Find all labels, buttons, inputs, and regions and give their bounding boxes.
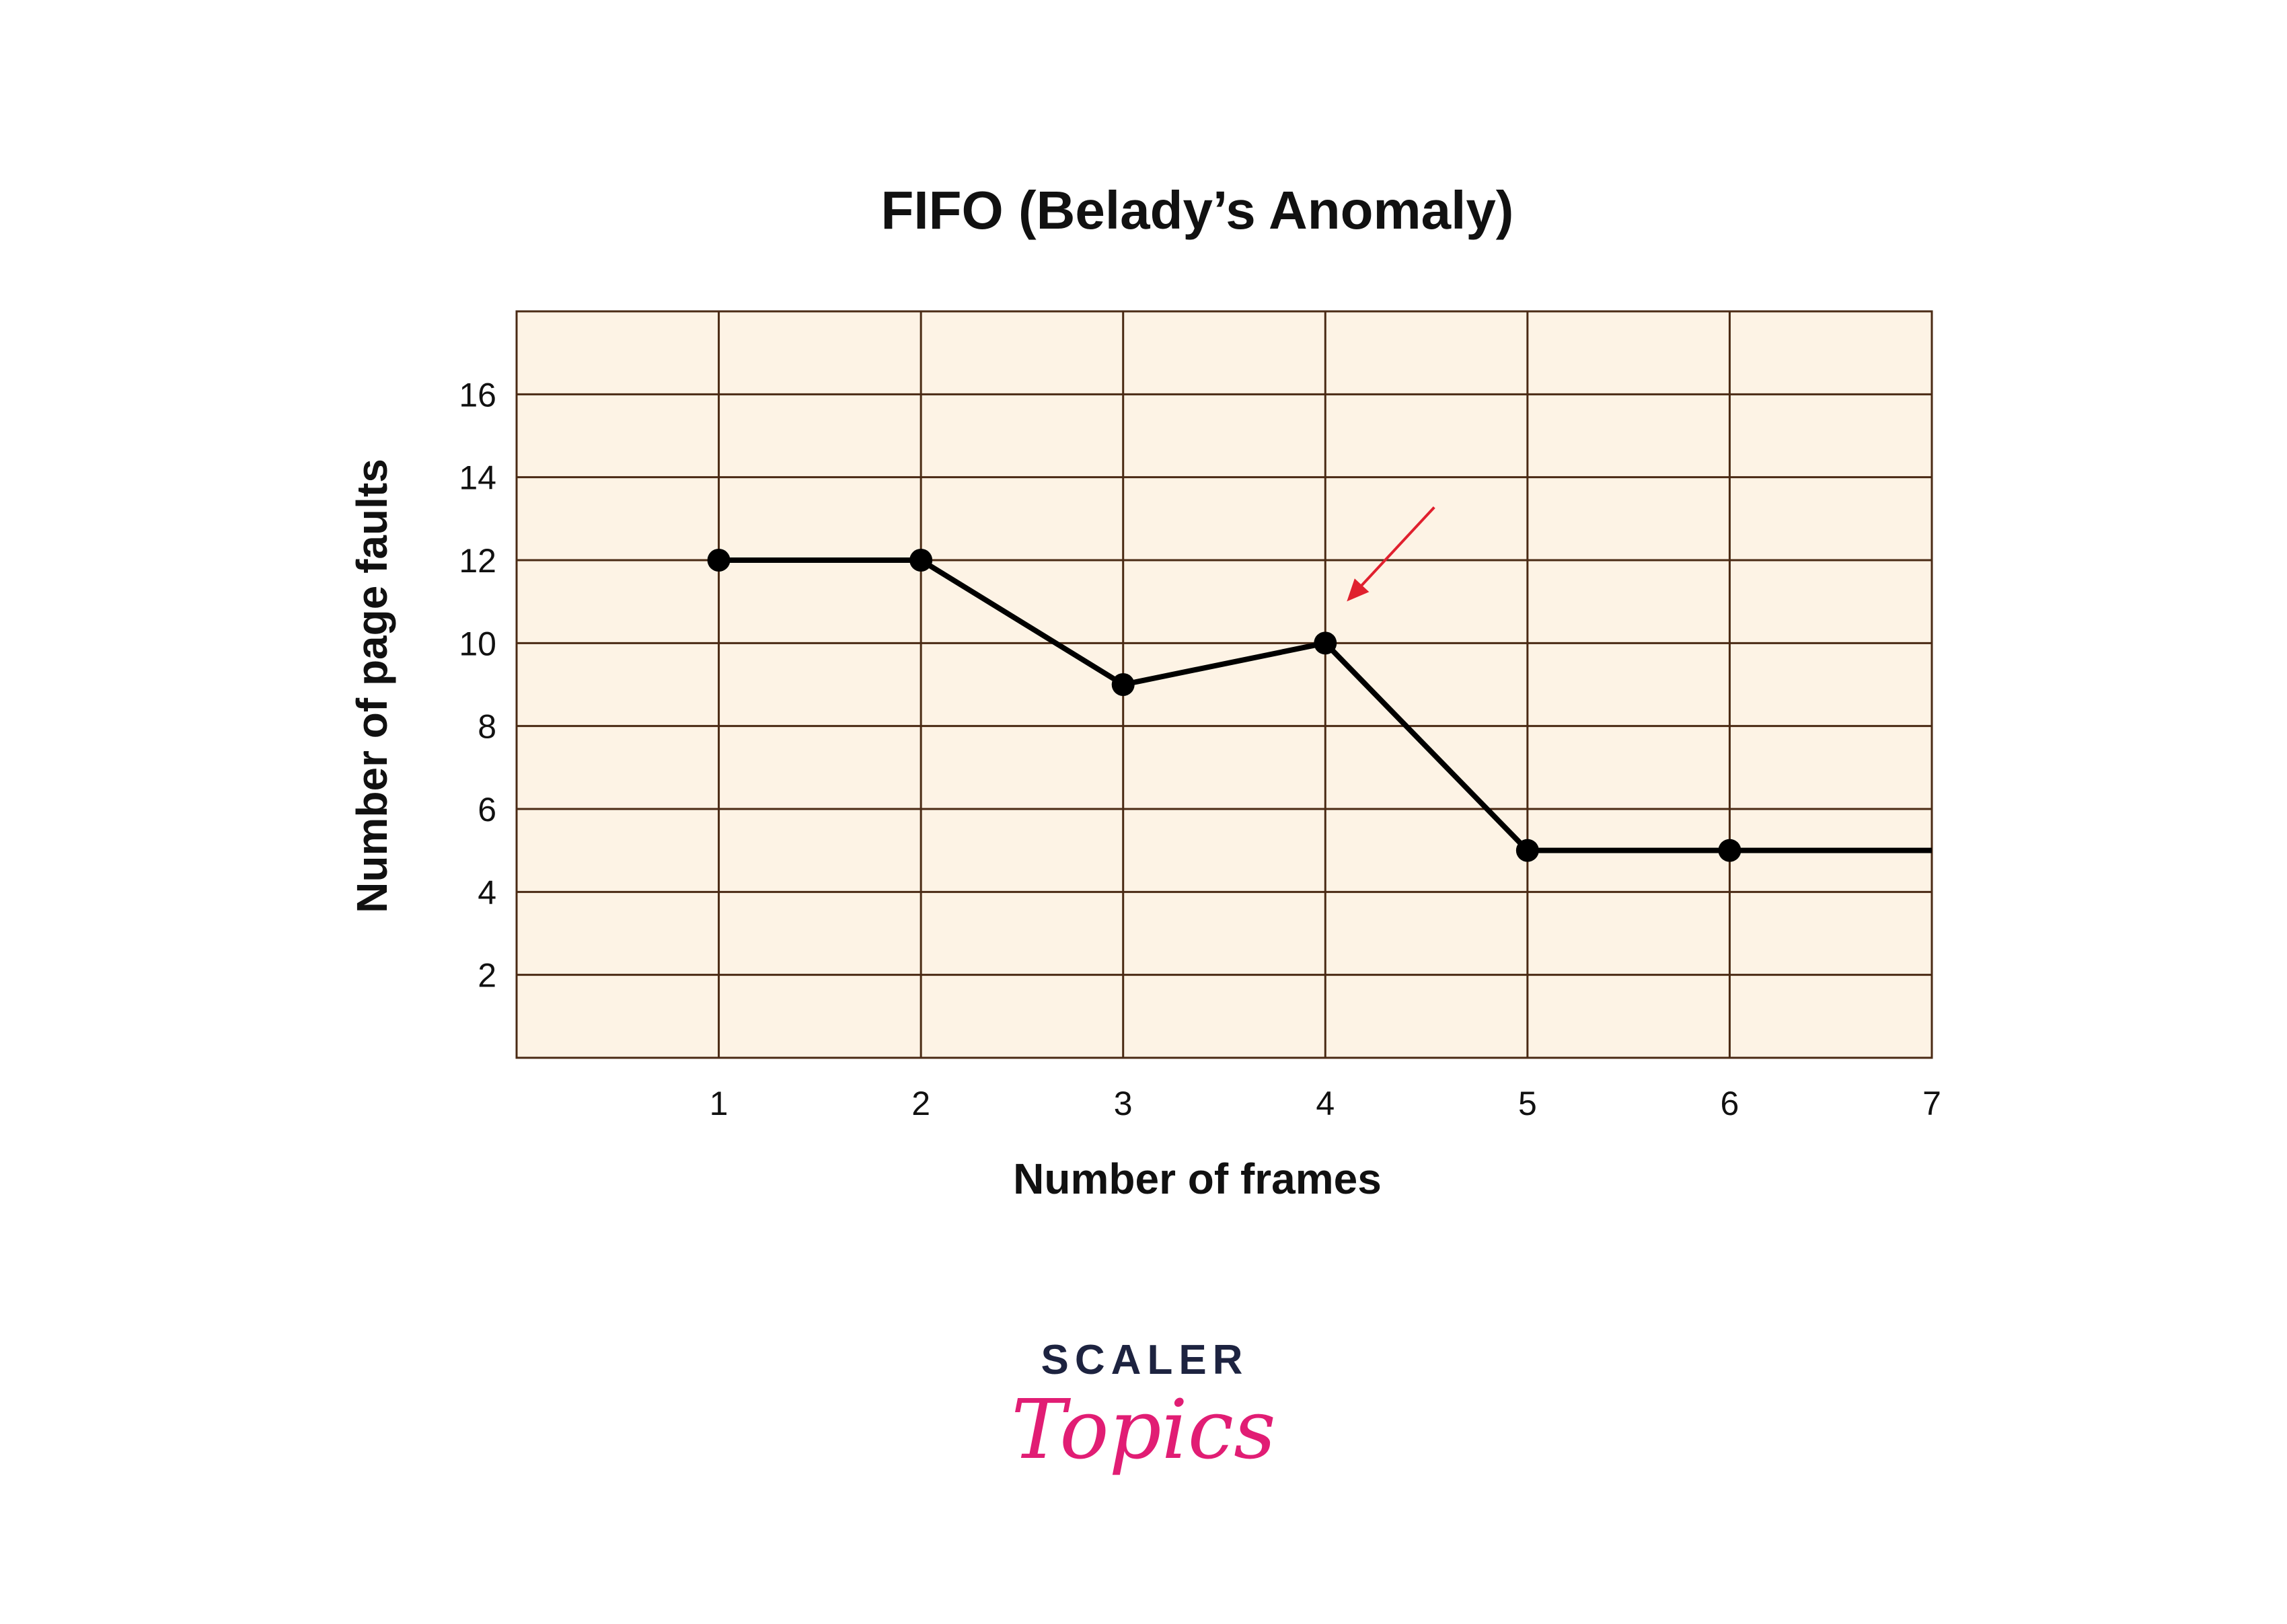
annotations	[1347, 506, 1435, 602]
x-tick-label: 6	[1721, 1085, 1739, 1122]
y-tick-labels: 2 4 6 8 10 12 14 16	[459, 376, 496, 994]
x-axis-label: Number of frames	[1013, 1155, 1382, 1203]
data-point	[707, 549, 730, 572]
y-axis-label: Number of page faults	[348, 459, 396, 913]
annotation-arrow-head	[1347, 578, 1370, 602]
y-tick-label: 6	[478, 791, 496, 828]
data-point	[1718, 839, 1741, 862]
y-tick-label: 4	[478, 874, 496, 911]
annotation-arrow	[1347, 506, 1435, 602]
chart-title: FIFO (Belady’s Anomaly)	[881, 180, 1514, 240]
data-point	[1515, 839, 1539, 862]
y-tick-label: 12	[459, 542, 496, 580]
y-tick-label: 2	[478, 957, 496, 995]
y-tick-label: 10	[459, 625, 496, 662]
data-point	[1314, 631, 1337, 655]
series	[707, 549, 1932, 862]
data-point	[1111, 673, 1135, 696]
x-tick-label: 3	[1114, 1085, 1133, 1122]
data-point	[909, 549, 933, 572]
x-tick-label: 5	[1518, 1085, 1537, 1122]
scaler-topics-logo: SCALER Topics	[1011, 1337, 1275, 1477]
x-tick-label: 4	[1316, 1085, 1335, 1122]
y-tick-label: 8	[478, 708, 496, 746]
y-tick-label: 16	[459, 376, 496, 414]
x-tick-label: 7	[1922, 1085, 1941, 1122]
x-tick-label: 1	[710, 1085, 728, 1122]
plot-area	[515, 310, 1933, 1059]
logo-topics-script: Topics	[1011, 1382, 1275, 1477]
y-tick-label: 14	[459, 459, 496, 497]
logo-scaler-word: SCALER	[1041, 1337, 1249, 1383]
x-tick-label: 2	[911, 1085, 930, 1122]
x-tick-labels: 1 2 3 4 5 6 7	[710, 1085, 1941, 1122]
annotation-arrow-shaft	[1353, 506, 1435, 594]
